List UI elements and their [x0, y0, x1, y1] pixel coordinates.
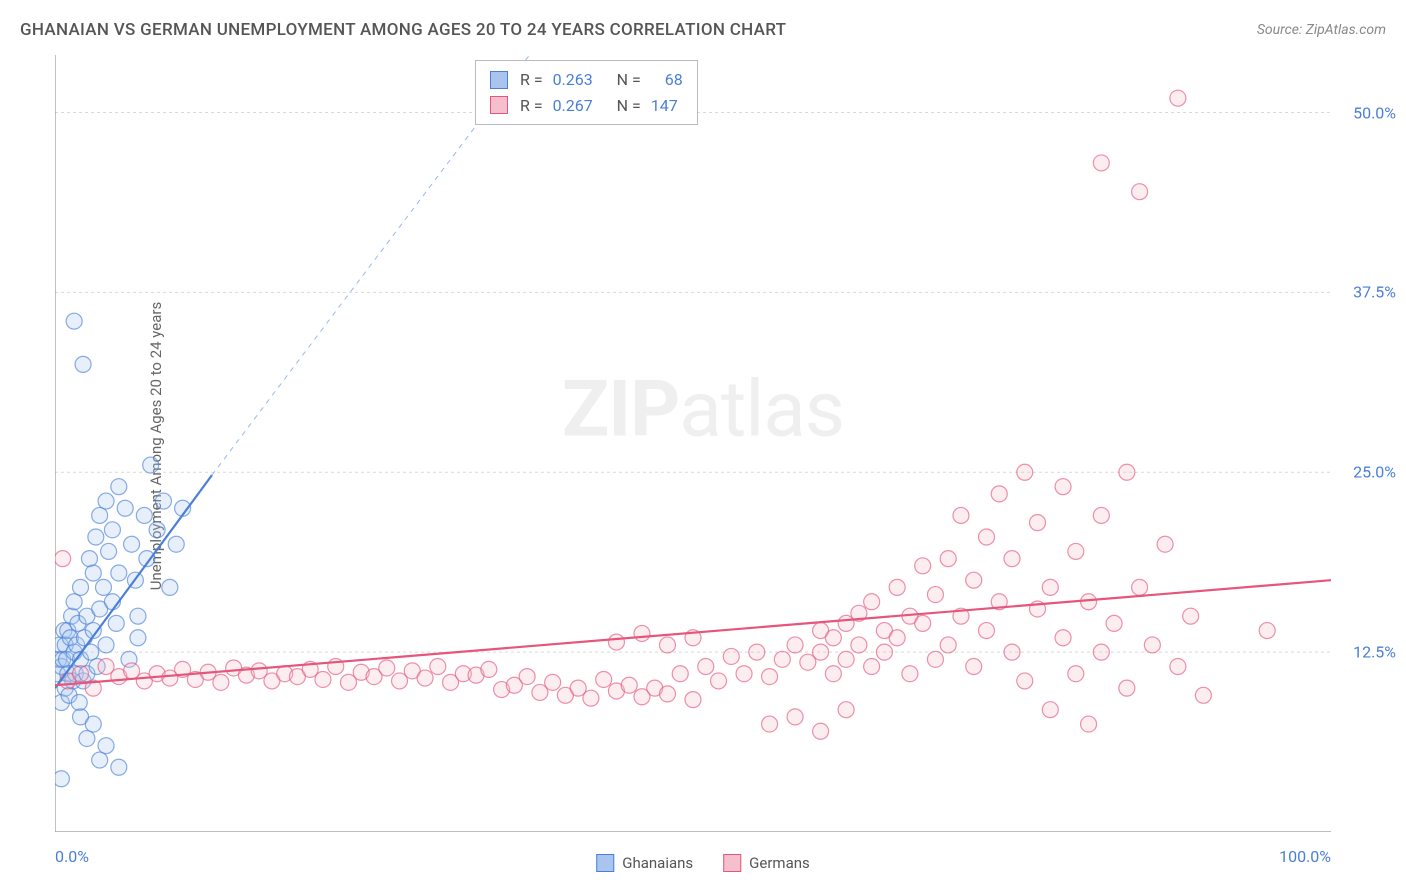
legend-label-ghanaians: Ghanaians — [622, 854, 693, 872]
chart-title: GHANAIAN VS GERMAN UNEMPLOYMENT AMONG AG… — [20, 20, 786, 40]
x-label-max: 100.0% — [1279, 847, 1331, 866]
legend-item-ghanaians: Ghanaians — [596, 854, 693, 872]
series-legend: Ghanaians Germans — [596, 854, 810, 872]
legend-swatch-ghanaians — [596, 854, 614, 872]
swatch-ghanaians — [490, 71, 508, 89]
stats-legend-box: R = 0.263 N = 68 R = 0.267 N = 147 — [475, 60, 698, 125]
legend-item-germans: Germans — [723, 854, 810, 872]
chart-header: GHANAIAN VS GERMAN UNEMPLOYMENT AMONG AG… — [20, 20, 1386, 40]
legend-label-germans: Germans — [749, 854, 810, 872]
chart-plot-area — [55, 55, 1331, 832]
source-attribution: Source: ZipAtlas.com — [1257, 22, 1386, 38]
x-label-min: 0.0% — [55, 847, 89, 866]
y-tick-label: 37.5% — [1353, 283, 1396, 302]
stats-row-germans: R = 0.267 N = 147 — [490, 93, 683, 119]
y-tick-label: 12.5% — [1353, 643, 1396, 662]
scatter-svg — [55, 55, 1331, 832]
swatch-germans — [490, 96, 508, 114]
y-tick-label: 50.0% — [1353, 103, 1396, 122]
y-tick-label: 25.0% — [1353, 463, 1396, 482]
stats-row-ghanaians: R = 0.263 N = 68 — [490, 67, 683, 93]
legend-swatch-germans — [723, 854, 741, 872]
